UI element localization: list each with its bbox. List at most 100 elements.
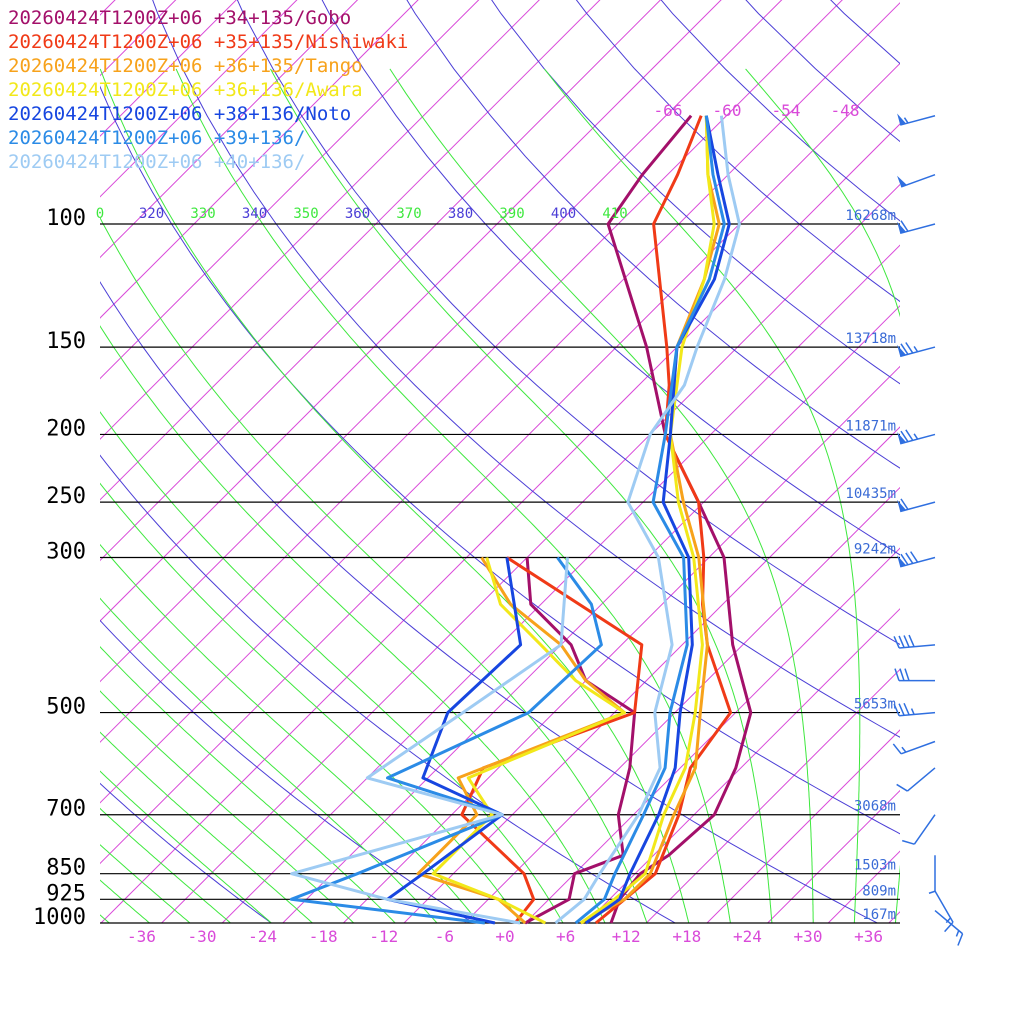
pressure-label: 100	[46, 206, 86, 231]
barb-half-flag	[945, 917, 952, 924]
temperature-tick-label: +24	[733, 927, 762, 946]
moist-adiabat-line	[100, 807, 232, 923]
dry-adiabat-line	[491, 0, 900, 385]
barb-half-flag	[903, 117, 909, 124]
barb-flag	[900, 220, 909, 232]
barb-flag	[896, 783, 908, 792]
isotherm-line	[282, 305, 900, 923]
upper-temperature-label: -54	[772, 101, 801, 120]
isotherm-line	[100, 0, 298, 198]
wind-barb	[897, 173, 936, 188]
pressure-label: 250	[46, 484, 86, 509]
legend-entry: 20260424T1200Z+06 +40+136/	[8, 151, 305, 173]
barb-shaft	[900, 501, 936, 513]
wind-barb	[902, 814, 936, 845]
temperature-tick-label: -36	[127, 927, 156, 946]
moist-adiabat-line	[100, 879, 151, 923]
isotherm-line	[100, 0, 480, 380]
temperature-tick-label: +18	[672, 927, 701, 946]
dry-adiabat-line	[830, 0, 900, 65]
barb-pennant	[897, 499, 907, 512]
theta-label: 340	[242, 206, 267, 222]
height-label: 3068m	[854, 799, 896, 815]
legend-entry: 20260424T1200Z+06 +35+135/Nishiwaki	[8, 31, 408, 53]
moist-adiabat-line	[175, 68, 731, 923]
barb-pennant	[897, 344, 907, 357]
moist-adiabat-line	[389, 68, 814, 923]
upper-temperature-label: -48	[831, 101, 860, 120]
wind-barb	[897, 342, 936, 358]
sounding-profiles	[289, 114, 753, 925]
legend: 20260424T1200Z+06 +34+135/Gobo20260424T1…	[8, 7, 408, 173]
theta-label: 410	[602, 206, 627, 222]
theta-label: 0	[96, 206, 104, 222]
barb-shaft	[913, 814, 936, 845]
barb-flag	[898, 635, 905, 648]
legend-entry: 20260424T1200Z+06 +34+135/Gobo	[8, 7, 351, 29]
legend-entry: 20260424T1200Z+06 +39+136/	[8, 127, 305, 149]
dewpoint-line-2	[416, 556, 626, 925]
barb-flag	[900, 343, 909, 355]
wind-barb	[897, 498, 936, 513]
barb-pennant	[897, 221, 907, 234]
barb-flag	[957, 933, 964, 946]
wind-barb	[893, 634, 936, 649]
barb-pennant	[897, 555, 907, 567]
pressure-label: 200	[46, 416, 86, 441]
height-label: 9242m	[854, 542, 896, 558]
barb-flag	[903, 702, 910, 716]
pressure-label: 925	[46, 881, 86, 906]
barb-half-flag	[955, 930, 960, 937]
moist-adiabat-line	[544, 68, 861, 923]
dry-adiabat-line	[100, 619, 475, 923]
wind-barb	[896, 767, 936, 792]
wind-barb	[897, 113, 936, 126]
temperature-tick-label: +30	[794, 927, 823, 946]
temperature-tick-label: +12	[612, 927, 641, 946]
isotherm-line	[100, 0, 601, 501]
wind-barbs	[892, 113, 964, 946]
barb-flag	[910, 551, 919, 563]
moist-adiabat-line	[100, 68, 690, 923]
temperature-tick-label: +36	[854, 927, 883, 946]
temperature-line-3	[579, 115, 716, 925]
barb-flag	[899, 668, 905, 681]
dewpoint-line-5	[289, 556, 603, 925]
barb-flag	[904, 668, 910, 681]
dry-adiabat-line	[660, 0, 900, 222]
temperature-tick-label: +0	[495, 927, 514, 946]
wind-barb	[934, 910, 964, 946]
wind-barb	[897, 551, 936, 568]
moist-adiabat-line	[100, 731, 314, 923]
isotherm-line	[100, 0, 419, 319]
height-label: 167m	[862, 907, 896, 923]
barb-shaft	[900, 740, 936, 755]
theta-label: 390	[499, 206, 524, 222]
barb-shaft	[906, 767, 936, 792]
isotherm-line	[524, 547, 900, 923]
pressure-label: 150	[46, 329, 86, 354]
barb-pennant	[897, 432, 907, 444]
dry-adiabat-line	[745, 0, 900, 143]
isotherm-line	[645, 668, 900, 923]
temperature-line-1	[594, 115, 733, 925]
isotherm-line	[100, 0, 540, 440]
legend-entry: 20260424T1200Z+06 +36+136/Awara	[8, 79, 363, 101]
height-label: 5653m	[854, 697, 896, 713]
wind-barb	[928, 855, 936, 894]
barb-flag	[898, 703, 905, 716]
moist-adiabat-line	[100, 690, 355, 923]
temperature-line-6	[554, 115, 741, 925]
barb-flag	[903, 635, 910, 648]
moist-adiabat-line	[100, 482, 522, 923]
isotherm-line	[403, 426, 900, 923]
dry-adiabat-line	[851, 0, 1024, 938]
theta-label: 380	[448, 206, 473, 222]
pressure-label: 300	[46, 540, 86, 565]
barb-flag	[905, 429, 914, 441]
temperature-line-5	[574, 115, 726, 925]
barb-half-flag	[901, 746, 907, 753]
isotherm-line	[935, 0, 1024, 938]
isotherm-line	[100, 2, 900, 804]
temperature-tick-label: +6	[556, 927, 575, 946]
